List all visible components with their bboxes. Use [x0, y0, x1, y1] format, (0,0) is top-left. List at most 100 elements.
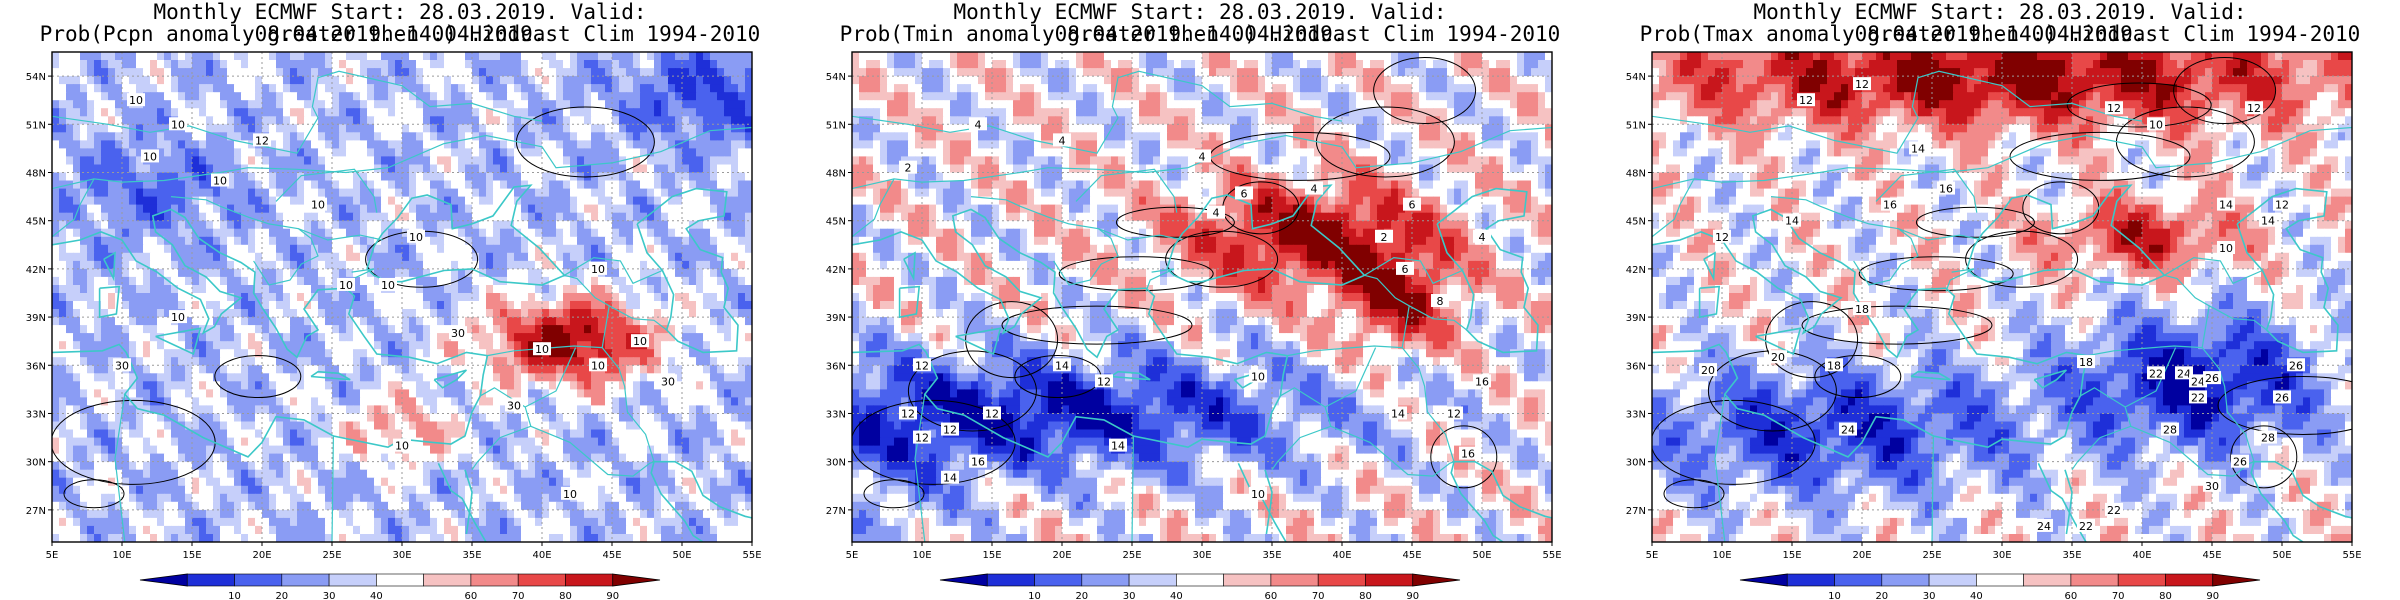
lat-tick-label: 30N	[1626, 458, 1646, 469]
contour-label: 20	[1771, 351, 1785, 364]
lon-tick-label: 10E	[912, 550, 931, 560]
colorbar-tick-label: 80	[1359, 591, 1372, 600]
lon-tick-label: 40E	[1332, 550, 1351, 560]
colorbar-tick-label: 90	[606, 591, 619, 600]
contour-label: 10	[591, 263, 605, 276]
colorbar-tick-label: 70	[512, 591, 525, 600]
lat-tick-label: 42N	[1626, 265, 1646, 276]
contour-label: 16	[971, 456, 985, 469]
contour-label: 12	[2247, 102, 2261, 115]
contour-label: 24	[2177, 367, 2191, 380]
colorbar-arrow-right	[1412, 573, 1461, 587]
contour-label: 10	[409, 231, 423, 244]
lon-tick-label: 35E	[1262, 550, 1281, 560]
lon-tick-label: 5E	[1646, 550, 1659, 560]
contour-label: 12	[1855, 78, 1869, 91]
lat-tick-label: 30N	[26, 458, 46, 469]
contour-label: 14	[1785, 215, 1799, 228]
colorbar-tmin: 10 20 30 40 60 70 80 90	[939, 573, 1461, 600]
contour-label: 26	[2289, 359, 2303, 372]
colorbar-tick-label: 70	[2112, 591, 2125, 600]
contour-label: 22	[2079, 520, 2093, 533]
contour-label: 26	[2205, 372, 2219, 385]
contour-label: 6	[1409, 199, 1416, 212]
contour-label: 12	[915, 359, 929, 372]
contour-label: 10	[381, 279, 395, 292]
contour-label: 12	[1447, 407, 1461, 420]
contour-label: 12	[985, 407, 999, 420]
colorbar-arrow-right	[2212, 573, 2261, 587]
lat-tick-label: 33N	[26, 409, 46, 420]
lon-tick-label: 35E	[462, 550, 481, 560]
colorbar-arrow-right	[612, 573, 661, 587]
contour-label: 10	[2149, 118, 2163, 131]
lat-tick-label: 33N	[1626, 409, 1646, 420]
lat-tick-label: 54N	[26, 72, 46, 83]
contour-label: 2	[905, 162, 912, 175]
contour-label: 12	[1097, 375, 1111, 388]
lon-tick-label: 55E	[742, 550, 761, 560]
lon-tick-label: 20E	[1052, 550, 1071, 560]
panel-title-line1: Monthly ECMWF Start: 28.03.2019. Valid: …	[1753, 0, 2247, 46]
colorbar-tick-label: 40	[1970, 591, 1983, 600]
lon-tick-label: 25E	[1122, 550, 1141, 560]
contour-label: 10	[395, 440, 409, 453]
lat-tick-label: 51N	[1626, 120, 1646, 131]
contour-label: 4	[1199, 150, 1206, 163]
lat-tick-label: 54N	[1626, 72, 1646, 83]
contour-label: 4	[1311, 183, 1318, 196]
contour-label: 28	[2261, 432, 2275, 445]
contour-label: 28	[2163, 424, 2177, 437]
contour-label: 8	[1437, 295, 1444, 308]
panel-title-line1: Monthly ECMWF Start: 28.03.2019. Valid: …	[153, 0, 647, 46]
colorbar-tmax: 10 20 30 40 60 70 80 90	[1739, 573, 2261, 600]
colorbar-tick-label: 30	[1123, 591, 1136, 600]
contour-label: 14	[1111, 440, 1125, 453]
lat-tick-label: 27N	[26, 506, 46, 517]
colorbar-tick-label: 70	[1312, 591, 1325, 600]
lat-tick-label: 48N	[1626, 168, 1646, 179]
contour-label: 14	[1391, 407, 1405, 420]
lon-tick-label: 55E	[2342, 550, 2361, 560]
lat-tick-label: 39N	[826, 313, 846, 324]
colorbar-tick-label: 20	[1075, 591, 1088, 600]
lon-tick-label: 15E	[1782, 550, 1801, 560]
lon-tick-label: 15E	[182, 550, 201, 560]
colorbar-tick-label: 40	[370, 591, 383, 600]
lon-tick-label: 20E	[1852, 550, 1871, 560]
contour-label: 30	[2205, 480, 2219, 493]
lon-tick-label: 45E	[1402, 550, 1421, 560]
lat-tick-label: 48N	[26, 168, 46, 179]
map-precipitation: 10 10 12 10 10 10 10 10 10 10 10 10 30 30 30 30 10 10 10 10…	[26, 51, 762, 560]
lat-tick-label: 42N	[26, 265, 46, 276]
lat-tick-label: 36N	[26, 361, 46, 372]
contour-label: 12	[1799, 94, 1813, 107]
lon-tick-label: 50E	[1472, 550, 1491, 560]
colorbar-arrow-left	[939, 573, 988, 587]
contour-label: 10	[213, 175, 227, 188]
contour-label: 10	[591, 359, 605, 372]
lat-tick-label: 51N	[826, 120, 846, 131]
colorbar-tick-label: 90	[1406, 591, 1419, 600]
lat-tick-label: 42N	[826, 265, 846, 276]
lon-tick-label: 30E	[1992, 550, 2011, 560]
contour-label: 14	[943, 472, 957, 485]
panel-tmin: Monthly ECMWF Start: 28.03.2019. Valid: …	[810, 0, 1590, 600]
contour-label: 10	[2219, 242, 2233, 255]
contour-label: 30	[451, 327, 465, 340]
contour-label: 24	[2191, 375, 2205, 388]
contour-label: 24	[2037, 520, 2051, 533]
contour-label: 20	[1701, 364, 1715, 377]
lat-tick-label: 33N	[826, 409, 846, 420]
lon-tick-label: 30E	[1192, 550, 1211, 560]
lat-tick-label: 54N	[826, 72, 846, 83]
lon-tick-label: 30E	[392, 550, 411, 560]
contour-label: 16	[1461, 448, 1475, 461]
lat-tick-label: 51N	[26, 120, 46, 131]
contour-label: 10	[1251, 371, 1265, 384]
contour-label: 22	[2191, 391, 2205, 404]
contour-label: 12	[2107, 102, 2121, 115]
contour-label: 10	[633, 335, 647, 348]
lat-tick-label: 45N	[26, 217, 46, 228]
